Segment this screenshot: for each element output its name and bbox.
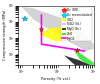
X-axis label: Porosity (% vol.): Porosity (% vol.)	[42, 77, 71, 81]
Legend: Dc (DR), Dc reconstituted, SiO2, SiO2 (lit.), MgO (lit.), ZnO, MgO2: Dc (DR), Dc reconstituted, SiO2, SiO2 (l…	[61, 7, 92, 41]
Polygon shape	[39, 27, 76, 41]
Polygon shape	[72, 47, 94, 67]
Y-axis label: Compressive strength (MPa): Compressive strength (MPa)	[3, 10, 7, 60]
Polygon shape	[64, 55, 94, 70]
Polygon shape	[22, 7, 94, 51]
